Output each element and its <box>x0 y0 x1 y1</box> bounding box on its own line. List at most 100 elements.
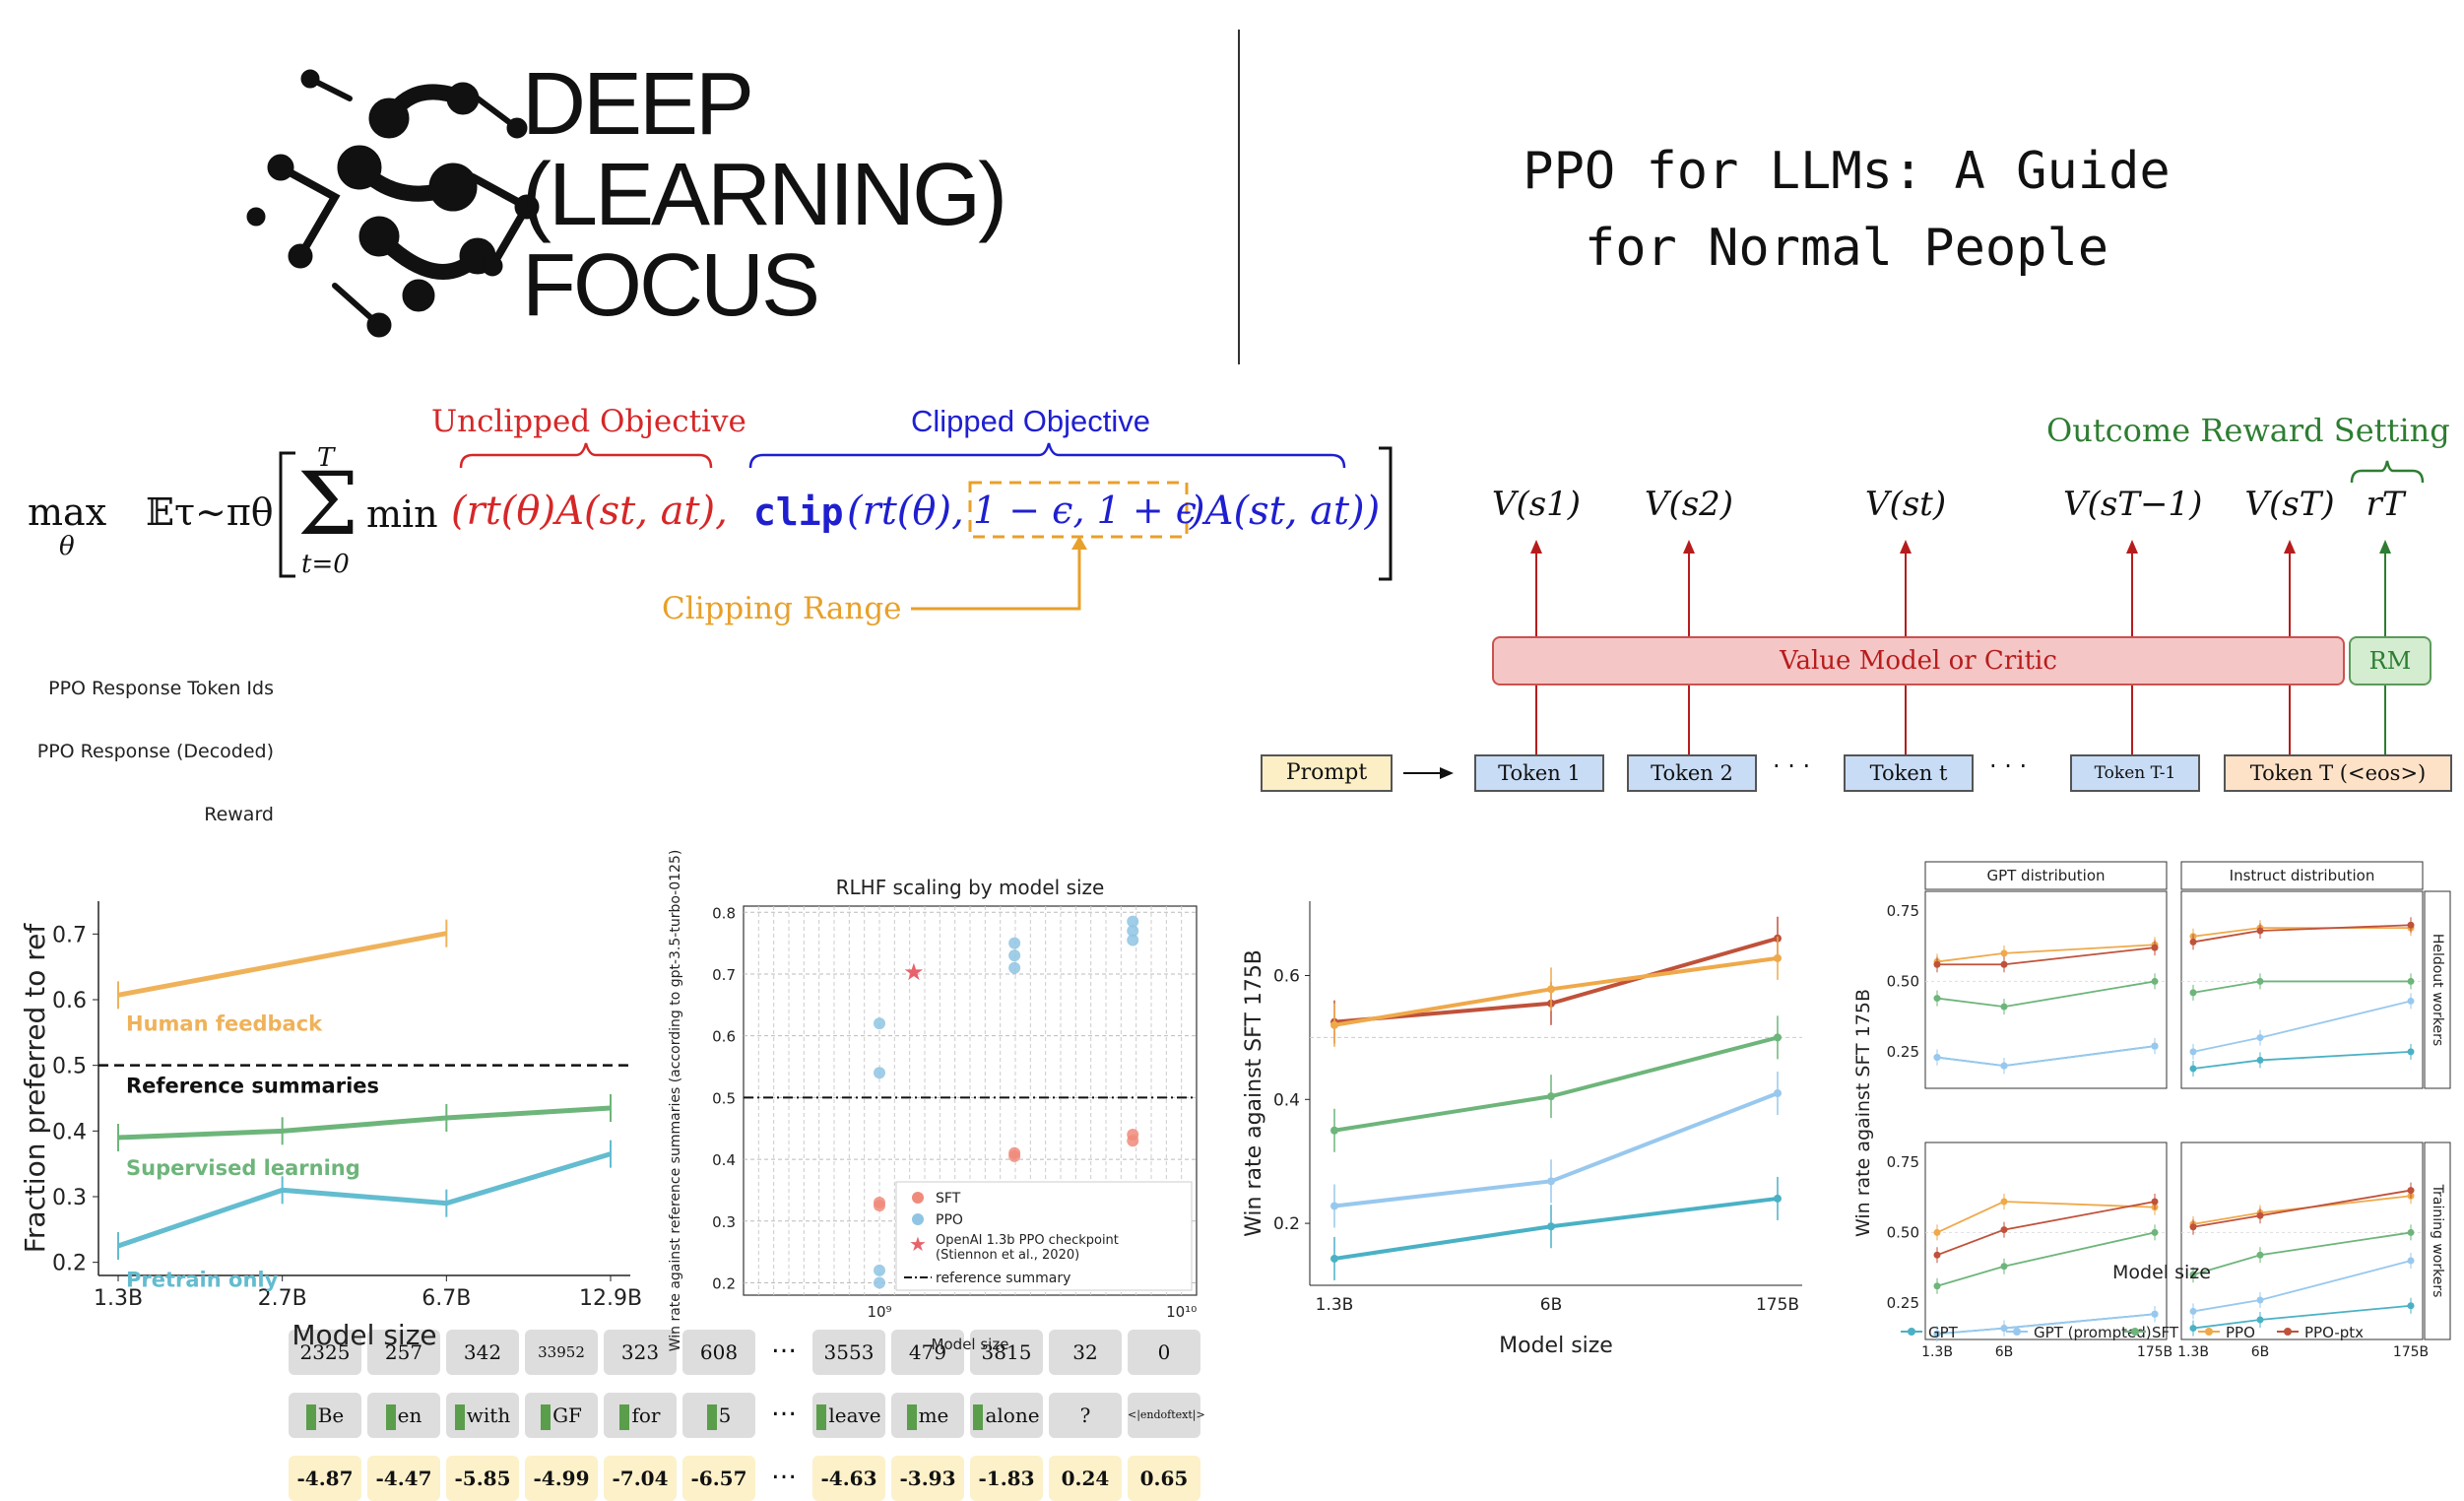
x-tick-label: 12.9B <box>579 1286 642 1311</box>
data-point <box>2000 1062 2008 1070</box>
data-point <box>1933 1282 1941 1290</box>
critic-label: Value Model or Critic <box>1780 646 2057 676</box>
x-axis-label: Model size <box>1499 1334 1613 1358</box>
data-point <box>2151 977 2159 985</box>
token-highlight-bar <box>385 1403 396 1430</box>
data-point <box>2000 1263 2008 1271</box>
token-id-cell: 0 <box>1128 1330 1200 1375</box>
chart-instructgpt-workers: 0.25 0.50 0.75 0.25 0.50 0.75 1.3B 6B 175B 1.3B 6B… <box>1852 861 2451 1360</box>
y-axis-label: Win rate against SFT 175B <box>1852 989 1874 1237</box>
y-tick-label: 0.3 <box>52 1186 87 1210</box>
row-title-box <box>2424 890 2451 1089</box>
y-axis-label: Win rate against reference summaries (ac… <box>668 850 683 1352</box>
x-tick-label: 175B <box>2137 1344 2172 1360</box>
data-point <box>2189 1065 2197 1073</box>
data-point <box>1547 1092 1555 1101</box>
data-point <box>2151 1198 2159 1206</box>
data-point <box>2256 927 2264 935</box>
x-tick-label: 1.3B <box>2177 1344 2209 1360</box>
scatter-point <box>1127 925 1139 938</box>
token-box: Token t <box>1844 754 1974 792</box>
sum-bottom: t=0 <box>301 550 350 579</box>
x-tick-label: 1.3B <box>1316 1295 1354 1315</box>
token-id-cell: 342 <box>446 1330 519 1375</box>
token-decoded-text: GF <box>552 1403 582 1427</box>
value-arrowhead <box>1683 540 1695 554</box>
legend-marker-sft <box>912 1192 924 1204</box>
data-point <box>2407 921 2415 929</box>
token-box-label: Token T-1 <box>2094 763 2176 783</box>
series-line <box>2192 1189 2412 1228</box>
token-decoded-text: alone <box>985 1403 1040 1427</box>
row-title-box <box>2424 1142 2451 1340</box>
token-reward-cell: -4.63 <box>812 1456 885 1501</box>
data-point <box>2151 944 2159 951</box>
y-tick-label: 0.50 <box>1887 1223 1919 1241</box>
data-point <box>1933 1228 1941 1236</box>
chart-rlhf-scaling: RLHF scaling by model size 0.2 0.3 0.4 0.5 0.… <box>668 850 1198 1353</box>
series-line <box>2192 980 2411 994</box>
scatter-point <box>874 1067 885 1079</box>
column-title: GPT distribution <box>1986 867 2105 884</box>
token-highlight-bar <box>619 1403 630 1430</box>
panel-frame <box>1924 1142 2168 1340</box>
panel-frame <box>2180 890 2424 1089</box>
data-point <box>2407 997 2415 1005</box>
token-id-cell: 608 <box>682 1330 755 1375</box>
data-point <box>2189 1271 2197 1278</box>
legend-label: PPO-ptx <box>2304 1324 2364 1341</box>
token-ellipsis-1: · · · <box>1773 752 1811 780</box>
data-point <box>2189 1325 2197 1333</box>
equation-braces <box>279 442 1393 611</box>
data-point <box>1933 960 1941 968</box>
max-operator: max <box>28 490 107 534</box>
data-point <box>2407 1228 2415 1236</box>
token-ellipsis: … <box>771 1330 797 1359</box>
token-reward-cell: -4.87 <box>289 1456 361 1501</box>
data-point <box>2189 1307 2197 1315</box>
series-line <box>1333 1091 1779 1208</box>
rm-box: RM <box>2349 636 2432 685</box>
chart-title: RLHF scaling by model size <box>836 876 1105 899</box>
y-axis-label: Win rate against SFT 175B <box>1242 949 1266 1237</box>
token-highlight-bar <box>816 1403 827 1430</box>
deep-learning-focus-logo-icon <box>246 69 540 338</box>
token-decoded-cell: <|endoftext|> <box>1128 1393 1205 1438</box>
x-tick-label: 6.7B <box>421 1286 471 1311</box>
token-decoded-cell: ? <box>1049 1393 1122 1438</box>
series-line <box>2192 1195 2412 1225</box>
series-line <box>2192 1260 2412 1313</box>
series-label: Pretrain only <box>126 1268 279 1291</box>
data-point <box>1933 995 1941 1003</box>
token-reward-cell: 0.24 <box>1049 1456 1122 1501</box>
token-highlight-bar <box>706 1403 717 1430</box>
token-highlight-bar <box>973 1403 984 1430</box>
token-reward-cell: -4.99 <box>525 1456 598 1501</box>
series-line <box>1936 980 2156 1009</box>
x-axis-label: Model size <box>292 1319 436 1351</box>
value-arrowhead <box>2284 540 2296 554</box>
data-point <box>2256 1056 2264 1064</box>
y-tick-label: 0.25 <box>1887 1043 1919 1061</box>
equation-min: min <box>366 492 438 536</box>
token-reward-cell: -6.57 <box>682 1456 755 1501</box>
token-table: PPO Response Token Ids PPO Response (Dec… <box>0 660 1221 1501</box>
equation-clip-range: 1 − ϵ, 1 + ϵ <box>973 489 1198 532</box>
scatter-point <box>1127 934 1139 946</box>
data-point <box>2256 977 2264 985</box>
token-highlight-bar <box>454 1403 465 1430</box>
x-tick-label: 6B <box>1995 1344 2014 1360</box>
x-tick-label: 175B <box>2393 1344 2429 1360</box>
scatter-point <box>1008 961 1021 974</box>
data-point <box>2000 1003 2008 1011</box>
legend-marker <box>2284 1328 2292 1336</box>
series-label: Supervised learning <box>126 1156 360 1180</box>
series-line <box>1936 1201 2156 1234</box>
series-line <box>1333 955 1779 1027</box>
legend-label: GPT <box>1928 1324 1959 1341</box>
data-point <box>2407 1257 2415 1265</box>
token-decoded-cell: GF <box>525 1393 598 1438</box>
x-tick-label: 175B <box>1756 1295 1799 1315</box>
x-tick-label: 1.3B <box>1921 1344 1953 1360</box>
token-reward-cell: -3.93 <box>891 1456 964 1501</box>
